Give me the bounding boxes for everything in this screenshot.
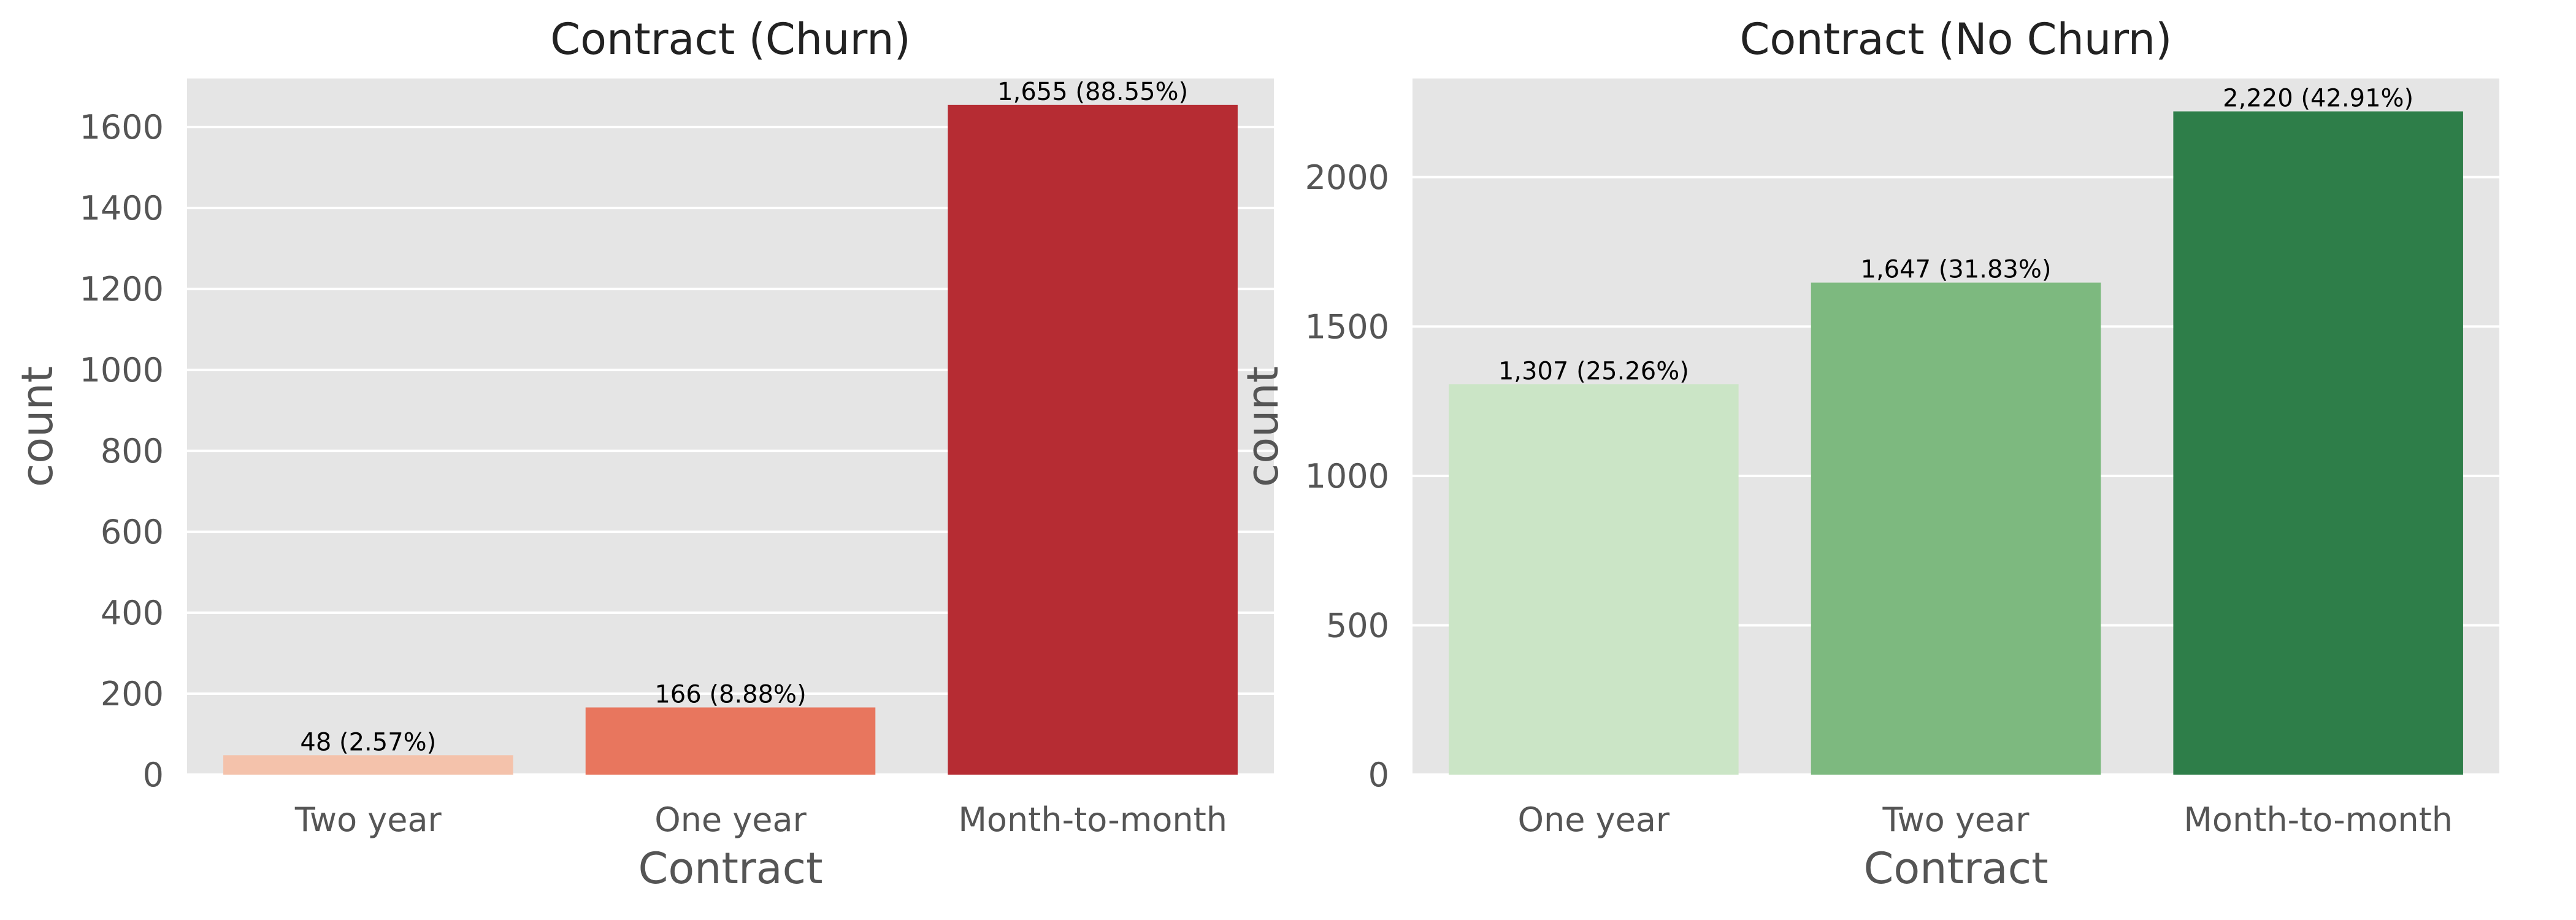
data-label: 2,220 (42.91%) [2223, 85, 2413, 113]
y-tick-label: 1000 [80, 351, 164, 389]
bar-3 [2173, 111, 2463, 775]
data-label: 48 (2.57%) [300, 728, 436, 756]
bar-3 [948, 104, 1238, 775]
y-tick-label: 400 [101, 594, 164, 632]
y-tick-label: 500 [1326, 606, 1389, 645]
x-tick-label: Month-to-month [958, 800, 1227, 839]
y-tick-label: 200 [101, 675, 164, 713]
y-tick-label: 1500 [1305, 307, 1389, 346]
y-tick-label: 600 [101, 513, 164, 551]
data-label: 1,647 (31.83%) [1861, 256, 2052, 284]
x-axis-label: Contract [638, 843, 822, 894]
y-axis-label: count [12, 366, 63, 488]
bar-1 [223, 755, 513, 775]
x-tick-label: Two year [1882, 800, 2030, 839]
y-axis-label: count [1238, 366, 1288, 488]
x-axis-label: Contract [1863, 843, 2048, 894]
chart-title: Contract (No Churn) [1740, 14, 2172, 64]
y-tick-label: 0 [1368, 756, 1389, 794]
chart-panel-1: 0 200 400 600 800 1000 1200 1400 1600 48 (2.57%) T… [12, 14, 1274, 894]
y-tick-label: 1200 [80, 270, 164, 309]
y-tick-label: 1000 [1305, 457, 1389, 496]
y-tick-label: 0 [143, 756, 164, 794]
y-tick-label: 1400 [80, 189, 164, 228]
bar-2 [1811, 282, 2101, 775]
bar-1 [1449, 384, 1739, 775]
x-tick-label: Month-to-month [2183, 800, 2453, 839]
y-tick-label: 2000 [1305, 158, 1389, 197]
x-tick-label: Two year [294, 800, 442, 839]
data-label: 1,307 (25.26%) [1498, 357, 1689, 385]
y-tick-label: 800 [101, 432, 164, 470]
data-label: 166 (8.88%) [654, 680, 806, 708]
x-tick-label: One year [654, 800, 807, 839]
data-label: 1,655 (88.55%) [997, 78, 1188, 106]
bar-2 [585, 707, 876, 775]
chart-title: Contract (Churn) [550, 14, 911, 64]
chart-panel-2: 0 500 1000 1500 2000 1,307 (25.26%) One year 1,… [1238, 14, 2499, 894]
x-tick-label: One year [1518, 800, 1670, 839]
y-tick-label: 1600 [80, 108, 164, 147]
